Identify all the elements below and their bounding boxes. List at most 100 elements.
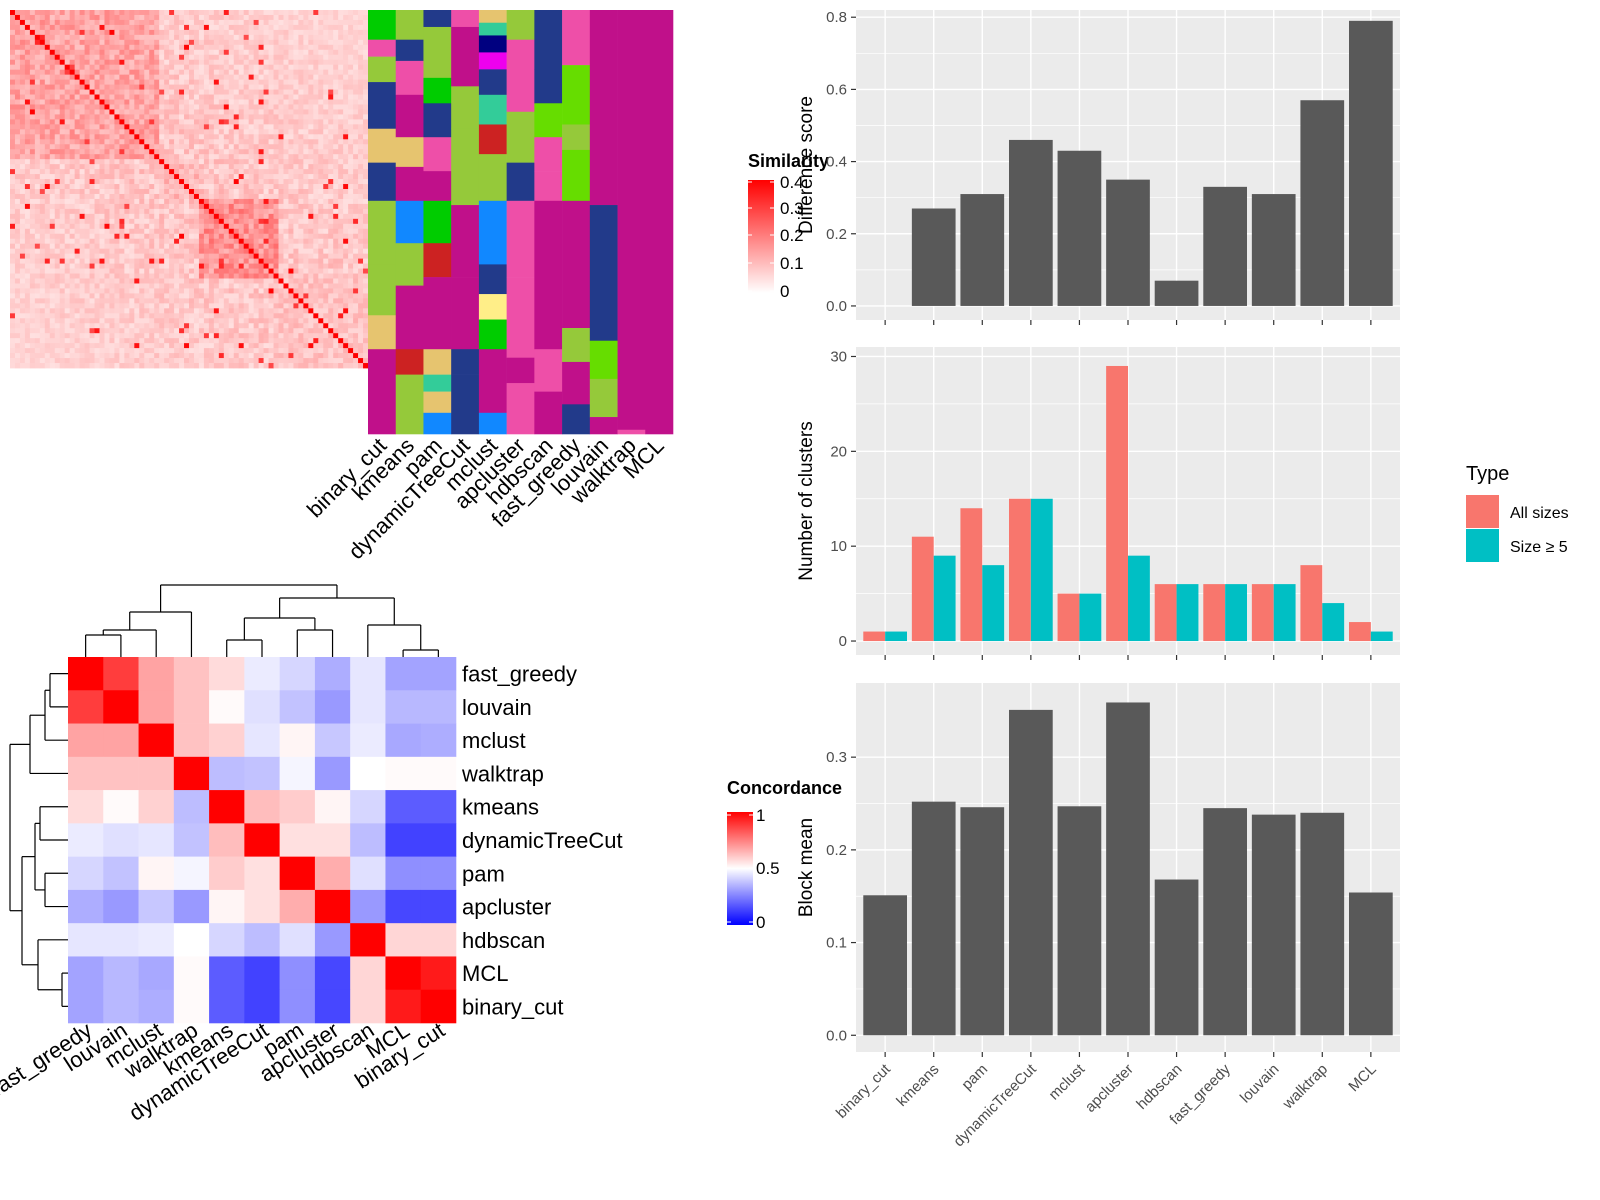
similarity-cell bbox=[104, 139, 110, 145]
similarity-cell bbox=[338, 144, 344, 150]
similarity-cell bbox=[228, 89, 235, 95]
similarity-cell bbox=[253, 243, 260, 250]
similarity-cell bbox=[283, 303, 289, 309]
similarity-cell bbox=[84, 144, 90, 150]
similarity-cell bbox=[308, 258, 314, 264]
similarity-cell bbox=[308, 213, 314, 220]
similarity-cell bbox=[278, 174, 284, 180]
similarity-cell bbox=[159, 333, 165, 339]
similarity-cell bbox=[193, 283, 200, 289]
similarity-cell bbox=[89, 193, 95, 200]
similarity-cell bbox=[119, 203, 125, 210]
similarity-cell bbox=[79, 223, 85, 230]
similarity-cell bbox=[228, 323, 235, 329]
similarity-cell bbox=[19, 89, 26, 95]
similarity-cell bbox=[89, 323, 95, 329]
similarity-cell bbox=[223, 109, 230, 115]
similarity-cell bbox=[213, 273, 220, 279]
similarity-cell bbox=[154, 258, 160, 264]
similarity-cell bbox=[263, 64, 269, 71]
similarity-cell bbox=[174, 218, 180, 225]
similarity-cell bbox=[29, 228, 36, 235]
similarity-cell bbox=[104, 34, 110, 41]
similarity-cell bbox=[189, 203, 195, 210]
similarity-cell bbox=[139, 313, 145, 319]
similarity-cell bbox=[208, 333, 215, 339]
similarity-cell bbox=[258, 233, 264, 240]
similarity-cell bbox=[149, 193, 155, 200]
similarity-cell bbox=[144, 104, 150, 110]
similarity-cell bbox=[258, 318, 264, 324]
similarity-cell bbox=[273, 124, 279, 130]
similarity-cell bbox=[353, 333, 359, 339]
similarity-cell bbox=[203, 39, 210, 46]
similarity-cell bbox=[298, 124, 304, 130]
similarity-cell bbox=[198, 213, 205, 220]
similarity-cell bbox=[129, 333, 135, 339]
similarity-cell bbox=[213, 218, 220, 225]
similarity-cell bbox=[19, 189, 26, 195]
similarity-cell bbox=[164, 149, 170, 155]
similarity-cell bbox=[318, 208, 324, 215]
similarity-cell bbox=[84, 109, 90, 115]
similarity-cell bbox=[44, 313, 51, 319]
similarity-cell bbox=[89, 34, 95, 41]
similarity-cell bbox=[144, 268, 150, 274]
similarity-cell bbox=[223, 119, 230, 125]
similarity-cell bbox=[14, 109, 21, 115]
similarity-cell bbox=[129, 243, 135, 250]
similarity-cell bbox=[318, 99, 324, 105]
similarity-cell bbox=[59, 184, 66, 190]
similarity-cell bbox=[79, 293, 85, 299]
similarity-cell bbox=[288, 223, 294, 230]
similarity-cell bbox=[54, 218, 61, 225]
similarity-cell bbox=[10, 89, 16, 95]
similarity-cell bbox=[54, 343, 61, 349]
similarity-cell bbox=[238, 323, 245, 329]
similarity-cell bbox=[119, 298, 125, 304]
similarity-cell bbox=[79, 49, 85, 56]
similarity-cell bbox=[104, 273, 110, 279]
similarity-cell bbox=[69, 79, 76, 85]
similarity-cell bbox=[99, 193, 105, 200]
similarity-cell bbox=[79, 323, 85, 329]
similarity-cell bbox=[303, 238, 309, 245]
similarity-cell bbox=[164, 39, 170, 46]
similarity-cell bbox=[64, 288, 71, 294]
similarity-cell bbox=[149, 218, 155, 225]
similarity-cell bbox=[198, 14, 205, 21]
similarity-cell bbox=[39, 268, 46, 274]
similarity-cell bbox=[114, 174, 120, 180]
similarity-cell bbox=[203, 343, 210, 349]
similarity-cell bbox=[94, 268, 100, 274]
similarity-cell bbox=[114, 303, 120, 309]
similarity-cell bbox=[323, 19, 329, 26]
similarity-cell bbox=[303, 94, 309, 100]
similarity-cell bbox=[363, 308, 369, 314]
similarity-cell bbox=[273, 104, 279, 110]
similarity-cell bbox=[358, 154, 364, 160]
similarity-cell bbox=[69, 203, 76, 210]
similarity-cell bbox=[343, 109, 349, 115]
similarity-cell bbox=[263, 174, 269, 180]
similarity-cell bbox=[14, 218, 21, 225]
similarity-cell bbox=[99, 10, 105, 16]
similarity-cell bbox=[99, 64, 105, 71]
similarity-cell bbox=[313, 54, 319, 61]
similarity-cell bbox=[124, 34, 130, 41]
similarity-cell bbox=[308, 208, 314, 215]
similarity-cell bbox=[159, 54, 165, 61]
similarity-cell bbox=[233, 189, 240, 195]
similarity-cell bbox=[54, 288, 61, 294]
similarity-cell bbox=[59, 248, 66, 255]
similarity-cell bbox=[293, 164, 299, 170]
similarity-cell bbox=[89, 233, 95, 240]
similarity-cell bbox=[34, 278, 41, 284]
similarity-cell bbox=[313, 203, 319, 210]
similarity-cell bbox=[19, 179, 26, 185]
similarity-cell bbox=[203, 179, 210, 185]
similarity-cell bbox=[10, 79, 16, 85]
similarity-cell bbox=[268, 313, 274, 319]
similarity-cell bbox=[124, 174, 130, 180]
similarity-cell bbox=[293, 69, 299, 76]
